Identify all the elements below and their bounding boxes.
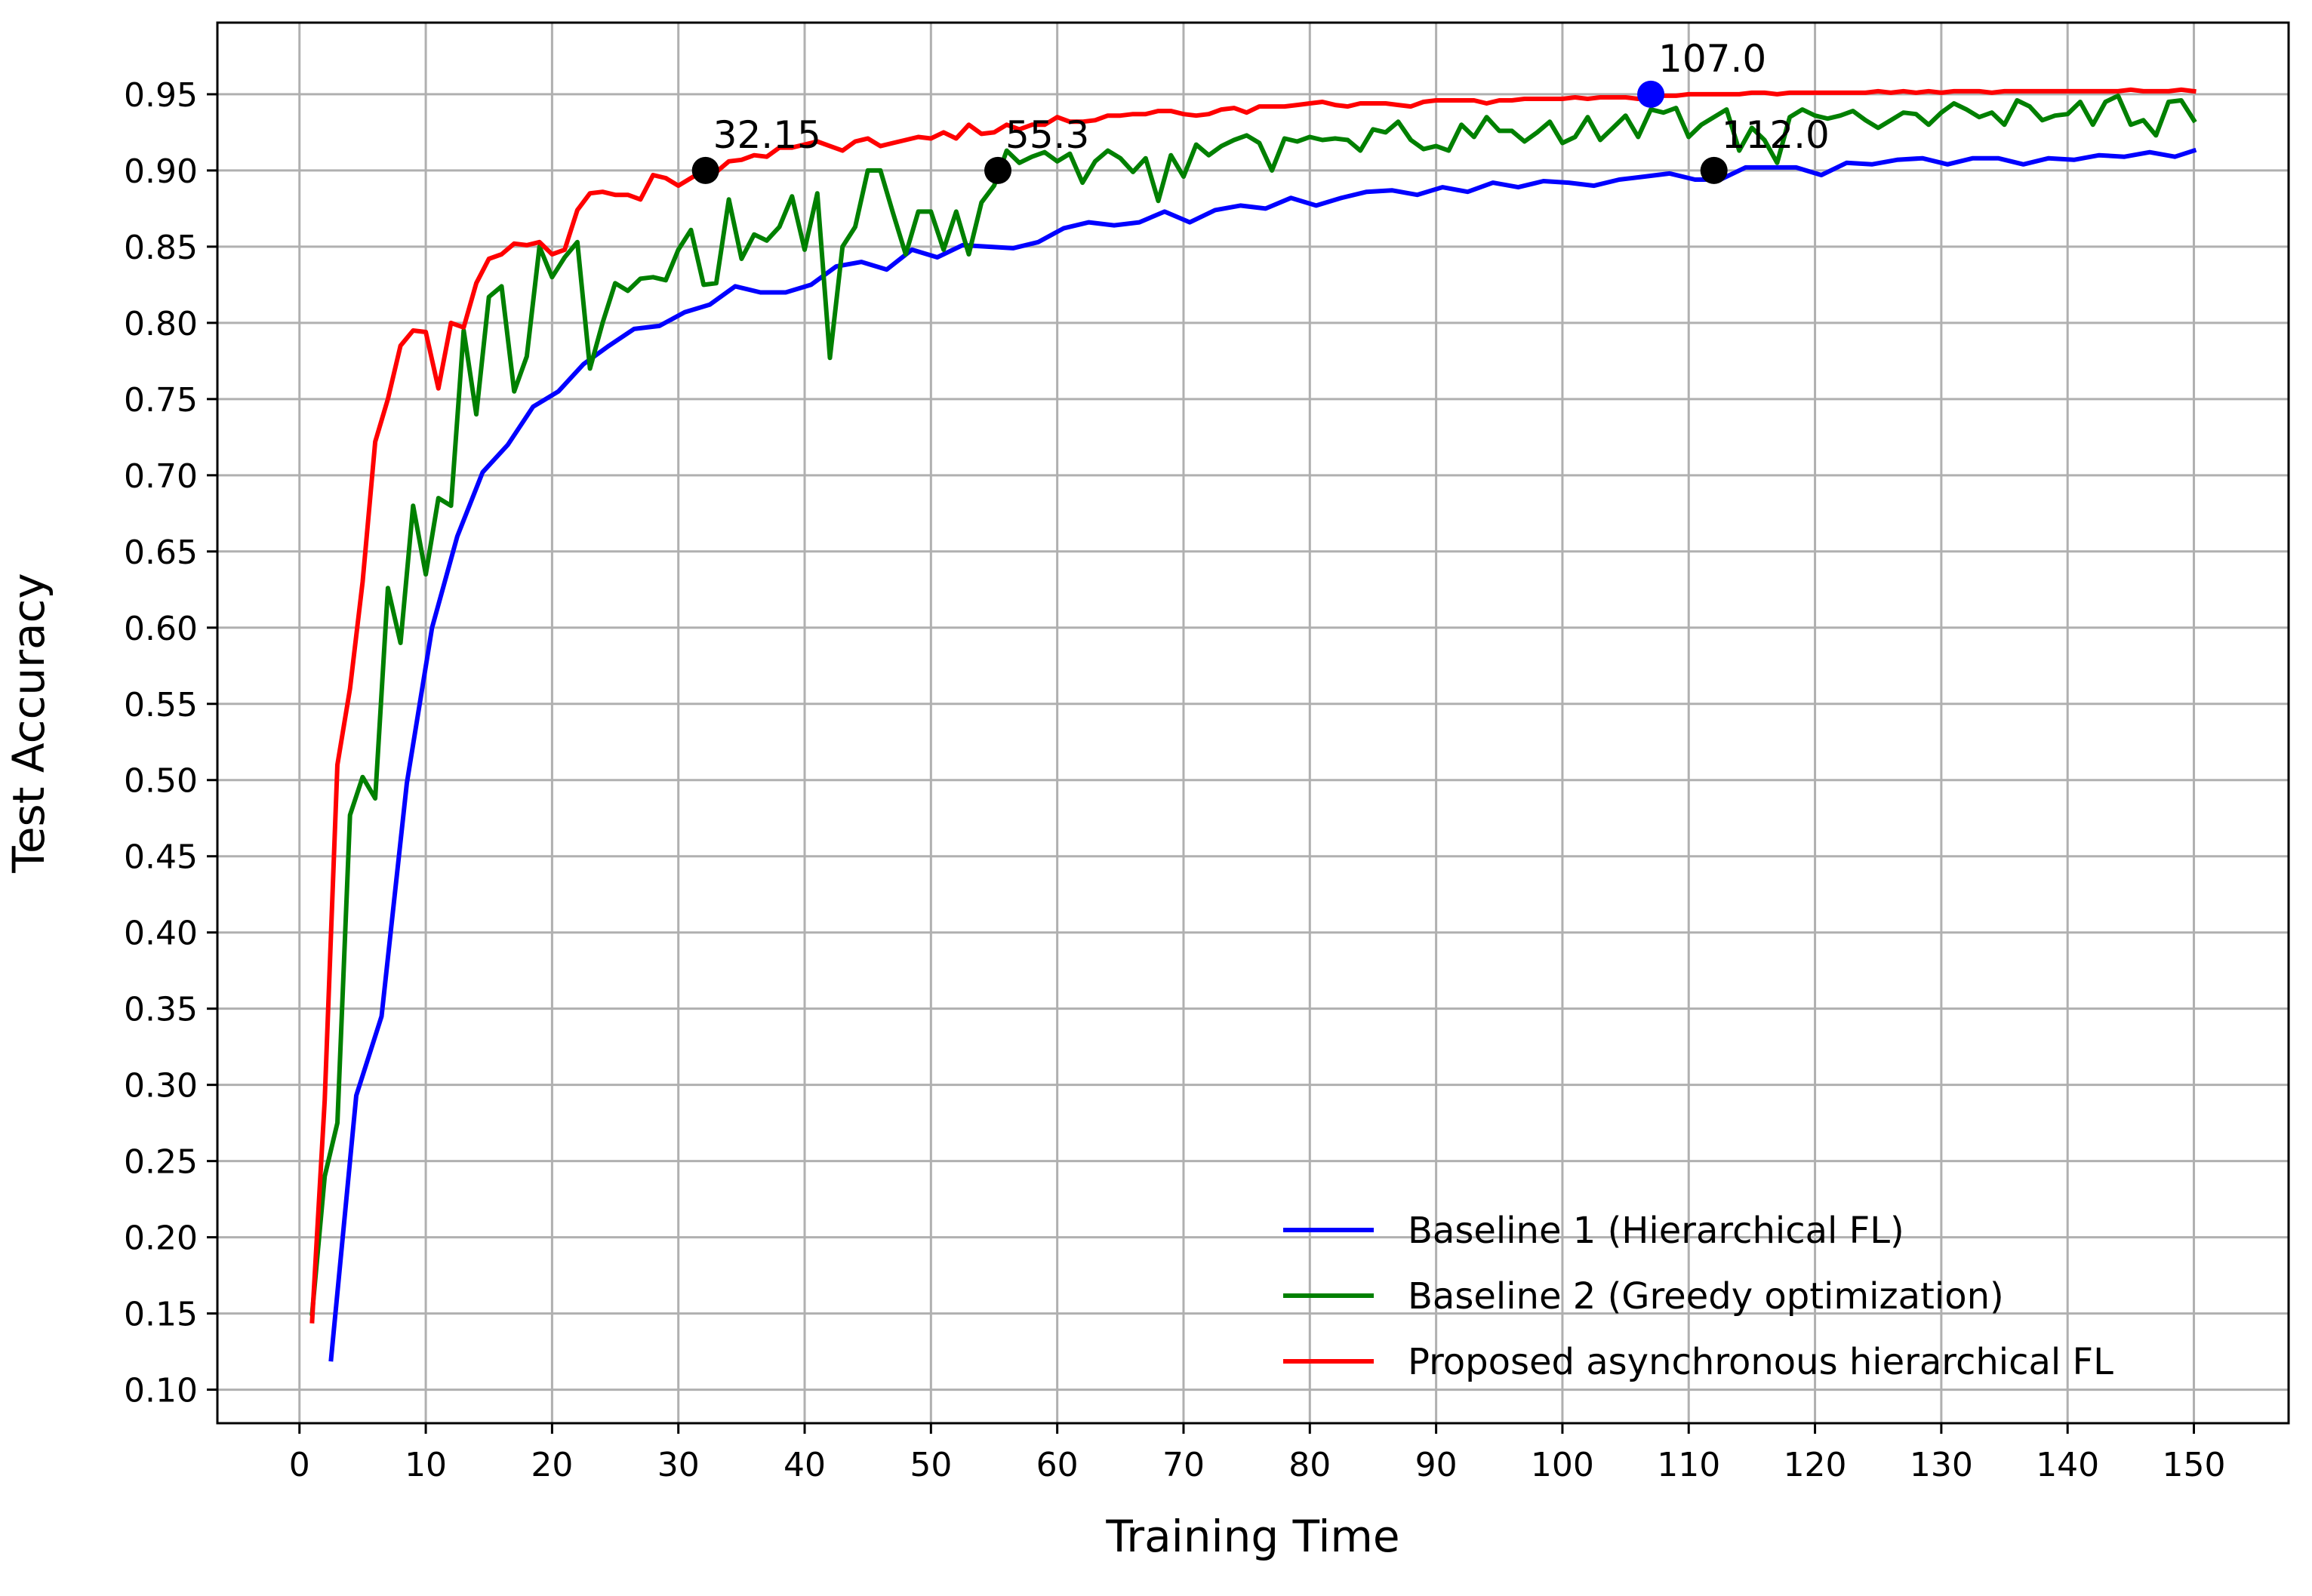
plot-frame	[216, 21, 2290, 1425]
annotation-label: 112.0	[1722, 113, 1830, 157]
series-line-baseline-1-hierarchical-fl	[328, 147, 2197, 1362]
x-tick-label: 30	[657, 1446, 700, 1484]
legend: Baseline 1 (Hierarchical FL) Baseline 2 (…	[1283, 1210, 2113, 1383]
annotation-label: 32.15	[713, 113, 821, 157]
x-axis-title: Training Time	[1105, 1511, 1399, 1562]
y-tick-label: 0.90	[124, 152, 198, 191]
x-tick-label: 140	[2036, 1446, 2099, 1484]
y-tick-label: 0.10	[124, 1372, 198, 1410]
y-tick-label: 0.70	[124, 457, 198, 496]
annotations: 107.0 32.15 55.3 112.0	[691, 37, 1830, 184]
x-tick-label: 100	[1531, 1446, 1594, 1484]
y-tick-label: 0.35	[124, 991, 198, 1029]
annotation-marker	[1637, 80, 1665, 108]
y-tick-label: 0.50	[124, 762, 198, 801]
y-tick-label: 0.85	[124, 229, 198, 267]
x-tick-label: 110	[1657, 1446, 1720, 1484]
series-line-proposed-asynchronous-hierarchical-fl	[309, 87, 2197, 1324]
legend-label: Proposed asynchronous hierarchical FL	[1408, 1341, 2113, 1383]
annotation-marker	[691, 156, 719, 184]
y-tick-label: 0.55	[124, 686, 198, 724]
annotation-marker	[984, 156, 1012, 184]
y-tick-label: 0.20	[124, 1219, 198, 1258]
legend-label: Baseline 2 (Greedy optimization)	[1408, 1275, 2004, 1318]
x-tick-label: 80	[1288, 1446, 1331, 1484]
x-axis-ticks: 0 10 20 30 40 50 60 70 80 90 100 110 120 130 140 150	[289, 1423, 2226, 1484]
annotation-label: 55.3	[1005, 113, 1089, 157]
x-tick-label: 70	[1162, 1446, 1205, 1484]
x-tick-label: 10	[405, 1446, 447, 1484]
x-tick-label: 150	[2163, 1446, 2226, 1484]
y-tick-label: 0.30	[124, 1067, 198, 1106]
legend-label: Baseline 1 (Hierarchical FL)	[1408, 1210, 1904, 1252]
x-tick-label: 130	[1910, 1446, 1973, 1484]
annotation-marker	[1700, 156, 1728, 184]
x-tick-label: 60	[1036, 1446, 1079, 1484]
x-tick-label: 0	[289, 1446, 310, 1484]
y-tick-label: 0.40	[124, 915, 198, 953]
y-axis-title: Test Accuracy	[3, 573, 54, 873]
y-tick-label: 0.80	[124, 305, 198, 343]
series-lines	[309, 87, 2197, 1362]
y-tick-label: 0.45	[124, 838, 198, 877]
y-tick-label: 0.75	[124, 381, 198, 420]
y-tick-label: 0.15	[124, 1296, 198, 1334]
y-axis-ticks: 0.10 0.15 0.20 0.25 0.30 0.35 0.40 0.45 0.50 0.55…	[124, 76, 217, 1410]
x-tick-label: 40	[783, 1446, 826, 1484]
y-tick-label: 0.25	[124, 1143, 198, 1182]
x-tick-label: 50	[910, 1446, 952, 1484]
y-tick-label: 0.60	[124, 610, 198, 648]
x-tick-label: 20	[531, 1446, 573, 1484]
x-tick-label: 120	[1784, 1446, 1847, 1484]
x-tick-label: 90	[1415, 1446, 1458, 1484]
annotation-label: 107.0	[1658, 37, 1766, 81]
series-line-baseline-2-greedy-optimization	[309, 93, 2197, 1316]
y-tick-label: 0.95	[124, 76, 198, 115]
y-tick-label: 0.65	[124, 534, 198, 572]
